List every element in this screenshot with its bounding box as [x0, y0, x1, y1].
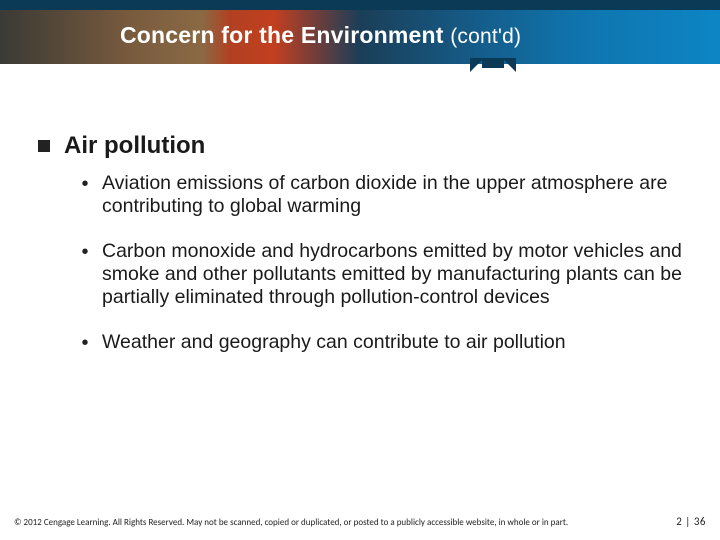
lvl2-text: Carbon monoxide and hydrocarbons emitted… — [102, 240, 688, 309]
slide: Concern for the Environment (cont'd) Air… — [0, 0, 720, 540]
slide-title: Concern for the Environment (cont'd) — [120, 22, 521, 49]
dot-bullet-icon: • — [78, 240, 92, 264]
dot-bullet-icon: • — [78, 331, 92, 355]
title-contd: (cont'd) — [450, 25, 521, 48]
bullet-lvl2: • Aviation emissions of carbon dioxide i… — [78, 172, 688, 218]
bullet-lvl2: • Weather and geography can contribute t… — [78, 331, 688, 355]
title-main: Concern for the Environment — [120, 22, 444, 48]
page-number: 2 | 36 — [676, 515, 706, 528]
bullet-lvl1: Air pollution • Aviation emissions of ca… — [38, 132, 688, 355]
lvl1-text: Air pollution — [64, 132, 205, 160]
square-bullet-icon — [38, 140, 50, 152]
header-notch — [470, 64, 516, 78]
header-top-rule — [0, 0, 720, 10]
footer: © 2012 Cengage Learning. All Rights Rese… — [14, 515, 706, 528]
lvl2-list: • Aviation emissions of carbon dioxide i… — [78, 172, 688, 355]
lvl2-text: Aviation emissions of carbon dioxide in … — [102, 172, 688, 218]
header-bar: Concern for the Environment (cont'd) — [0, 0, 720, 64]
bullet-lvl2: • Carbon monoxide and hydrocarbons emitt… — [78, 240, 688, 309]
body-content: Air pollution • Aviation emissions of ca… — [38, 132, 688, 377]
copyright-text: © 2012 Cengage Learning. All Rights Rese… — [14, 517, 568, 528]
dot-bullet-icon: • — [78, 172, 92, 196]
lvl2-text: Weather and geography can contribute to … — [102, 331, 566, 354]
